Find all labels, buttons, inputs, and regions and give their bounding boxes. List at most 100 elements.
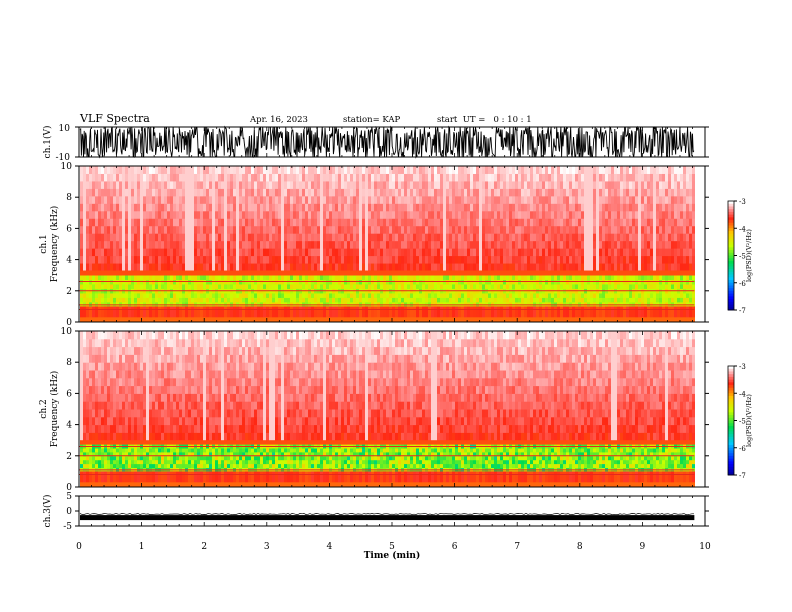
ch1-spectrogram-cell: [617, 283, 620, 289]
ch1-spectrogram-cell: [263, 306, 266, 318]
ch1-spectrogram-cell: [632, 275, 635, 280]
ch1-spectrogram-cell: [662, 195, 665, 204]
ch1-spectrogram-cell: [176, 225, 179, 234]
ch1-spectrogram-cell: [299, 248, 302, 257]
ch1-spectrogram-cell: [194, 297, 197, 303]
ch1-spectrogram-cell: [539, 188, 542, 197]
ch1-spectrogram-cell: [227, 255, 230, 264]
ch1-spectrogram-cell: [266, 225, 269, 234]
ch1-spectrogram-cell: [530, 180, 533, 189]
ch1-spectrogram-cell: [266, 317, 269, 322]
ch1-spectrogram-cell: [467, 203, 470, 212]
ch1-spectrogram-cell: [155, 203, 158, 212]
ch1-spectrogram-cell: [347, 297, 350, 303]
ch1-spectrogram-cell: [320, 292, 323, 298]
ch1-spectrogram-cell: [266, 263, 269, 272]
ch1-spectrogram-cell: [104, 275, 107, 280]
ch1-spectrogram-cell: [113, 173, 116, 182]
ch1-spectrogram-cell: [164, 275, 167, 280]
ch1-spectrogram-cell: [332, 263, 335, 272]
ch1-spectrogram-cell: [131, 173, 134, 182]
ch1-spectrogram-cell: [290, 306, 293, 318]
ch1-spectrogram-cell: [521, 195, 524, 204]
ch1-spectrogram-cell: [320, 279, 323, 285]
ch1-spectrogram-cell: [152, 263, 155, 272]
ch1-spectrogram-cell: [629, 166, 632, 174]
ch1-spectrogram-cell: [314, 225, 317, 234]
ch1-spectrogram-cell: [461, 225, 464, 234]
ch1-spectrogram-cell: [284, 306, 287, 318]
ch1-spectrogram-cell: [329, 166, 332, 174]
ch1-spectrogram-cell: [86, 263, 89, 272]
ch1-spectrogram-cell: [242, 203, 245, 212]
ch1-spectrogram-cell: [302, 263, 305, 272]
ch1-spectrogram-cell: [356, 188, 359, 197]
ch1-spectrogram-cell: [113, 263, 116, 272]
ch1-spectrogram-cell: [623, 279, 626, 285]
ch1-spectrogram-cell: [302, 180, 305, 189]
ch1-spectrogram-cell: [476, 317, 479, 322]
ch1-spectrogram-cell: [557, 317, 560, 322]
ch1-spectrogram-cell: [233, 203, 236, 212]
ch1-spectrogram-cell: [149, 180, 152, 189]
ch1-spectrogram-cell: [116, 166, 119, 174]
ch1-spectrogram-cell: [221, 279, 224, 285]
ch1-spectrogram-cell: [323, 275, 326, 280]
ch1-spectrogram-cell: [620, 283, 623, 289]
ch1-spectrogram-cell: [365, 180, 368, 189]
ch1-spectrogram-cell: [587, 195, 590, 204]
ch1-spectrogram-cell: [140, 255, 143, 264]
ch1-spectrogram-cell: [236, 283, 239, 289]
ch1-spectrogram-cell: [458, 210, 461, 219]
ch1-spectrogram-cell: [248, 218, 251, 227]
ch1-spectrogram-cell: [518, 297, 521, 303]
ch1-spectrogram-cell: [491, 283, 494, 289]
ch1-spectrogram-cell: [419, 306, 422, 318]
ch1-spectrogram-cell: [638, 283, 641, 289]
ch1-spectrogram-cell: [665, 233, 668, 242]
ch1-spectrogram-cell: [500, 263, 503, 272]
ch1-spectrogram-cell: [89, 279, 92, 285]
ch1-spectrogram-cell: [662, 233, 665, 242]
ch1-spectrogram-cell: [380, 263, 383, 272]
ch1-spectrogram-cell: [341, 270, 344, 276]
ch1-spectrogram-cell: [605, 233, 608, 242]
ch1-spectrogram-cell: [677, 255, 680, 264]
ch1-spectrogram-cell: [179, 248, 182, 257]
ch1-spectrogram-cell: [356, 173, 359, 182]
ch1-spectrogram-cell: [407, 240, 410, 249]
ch1-spectrogram-cell: [368, 203, 371, 212]
ch1-spectrogram-cell: [194, 306, 197, 318]
ch1-spectrogram-cell: [173, 317, 176, 322]
ch1-spectrogram-cell: [374, 255, 377, 264]
ch1-spectrogram-cell: [206, 240, 209, 249]
ch1-spectrogram-cell: [686, 218, 689, 227]
ch1-spectrogram-cell: [680, 292, 683, 298]
ch1-spectrogram-cell: [299, 297, 302, 303]
ch1-spectrogram-cell: [278, 166, 281, 174]
ch1-spectrogram-cell: [275, 225, 278, 234]
ch1-spectrogram-cell: [647, 188, 650, 197]
ch1-spectrogram-cell: [623, 210, 626, 219]
ch1-spectrogram-cell: [566, 233, 569, 242]
ch1-spectrogram-cell: [80, 173, 83, 182]
ch1-spectrogram-cell: [185, 203, 188, 212]
ch1-spectrogram-cell: [617, 292, 620, 298]
ch1-spectrogram-cell: [335, 275, 338, 280]
ch1-spectrogram-cell: [107, 240, 110, 249]
ch1-spectrogram-cell: [620, 292, 623, 298]
ch1-spectrogram-cell: [635, 279, 638, 285]
ch1-spectrogram-cell: [206, 270, 209, 276]
ch1-spectrogram-cell: [128, 180, 131, 189]
ch1-spectrogram-cell: [197, 218, 200, 227]
ch1-spectrogram-cell: [563, 317, 566, 322]
ch1-spectrogram-cell: [425, 317, 428, 322]
ch1-spectrogram-cell: [437, 225, 440, 234]
ch1-spectrogram-cell: [419, 180, 422, 189]
ch1-spectrogram-cell: [221, 317, 224, 322]
ch1-spectrogram-cell: [437, 188, 440, 197]
ch1-spectrogram-cell: [665, 188, 668, 197]
ch1-spectrogram-cell: [521, 180, 524, 189]
ch1-spectrogram-cell: [548, 292, 551, 298]
ch1-spectrogram-cell: [317, 188, 320, 197]
